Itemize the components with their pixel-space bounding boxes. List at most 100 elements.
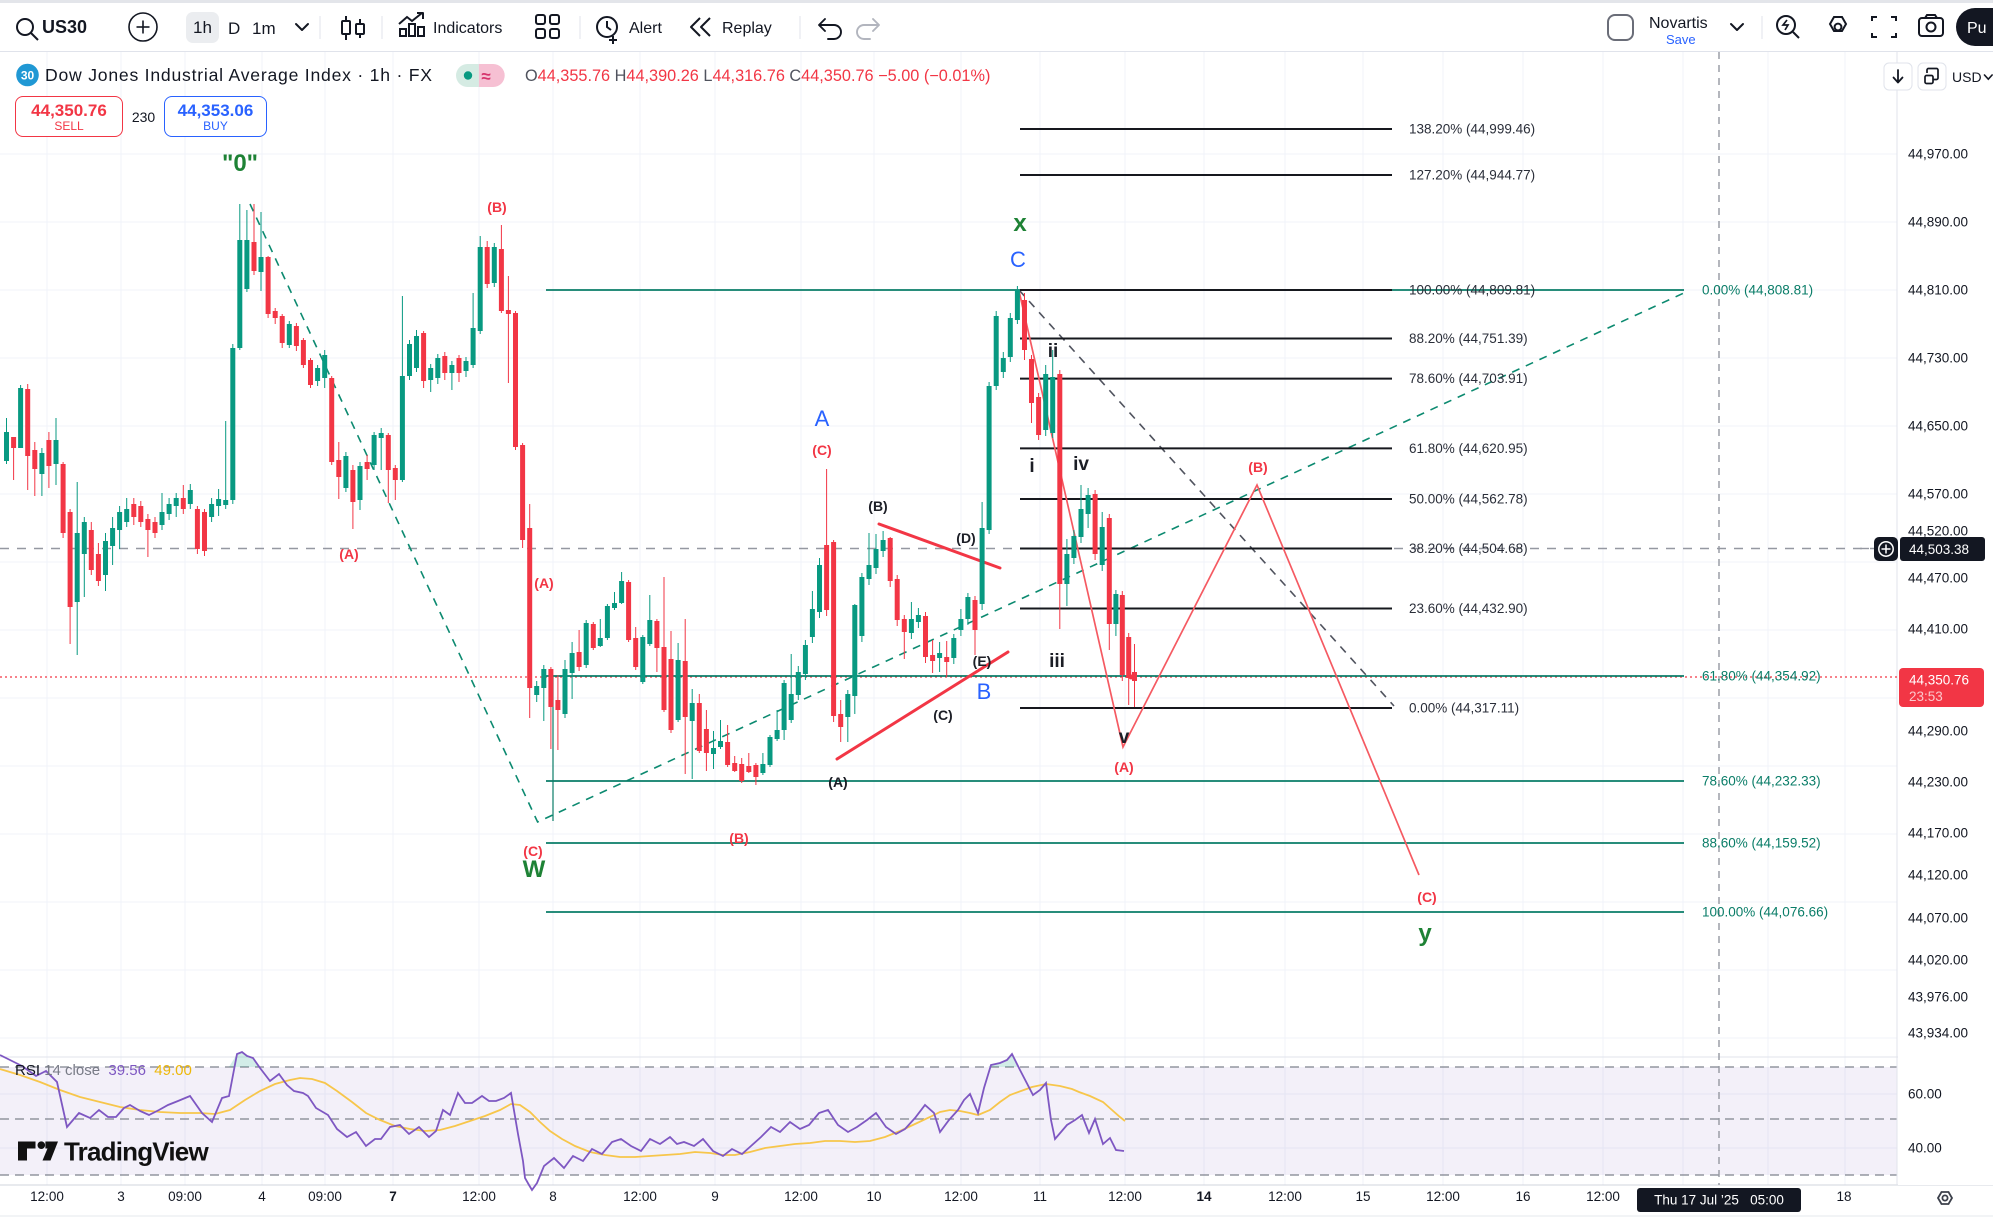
svg-text:88.20% (44,751.39): 88.20% (44,751.39): [1409, 331, 1528, 346]
svg-text:(B): (B): [729, 830, 748, 846]
svg-text:127.20% (44,944.77): 127.20% (44,944.77): [1409, 168, 1535, 183]
svg-text:11: 11: [1033, 1189, 1047, 1204]
svg-text:138.20% (44,999.46): 138.20% (44,999.46): [1409, 122, 1535, 137]
svg-text:1m: 1m: [252, 19, 276, 38]
svg-text:ii: ii: [1048, 341, 1059, 362]
svg-text:4: 4: [258, 1189, 266, 1204]
svg-text:D: D: [228, 19, 240, 38]
svg-text:44,730.00: 44,730.00: [1908, 351, 1968, 366]
svg-text:(C): (C): [812, 442, 831, 458]
svg-text:44,350.76: 44,350.76: [1909, 673, 1969, 688]
svg-text:Novartis: Novartis: [1649, 15, 1708, 32]
svg-text:44,290.00: 44,290.00: [1908, 724, 1968, 739]
svg-text:18: 18: [1836, 1189, 1851, 1204]
svg-text:(B): (B): [1248, 459, 1267, 475]
svg-text:44,810.00: 44,810.00: [1908, 283, 1968, 298]
svg-text:USD: USD: [1952, 69, 1982, 85]
svg-text:i: i: [1029, 456, 1034, 477]
svg-text:Indicators: Indicators: [433, 20, 502, 37]
svg-text:iv: iv: [1073, 454, 1089, 475]
svg-text:12:00: 12:00: [30, 1189, 64, 1204]
svg-text:12:00: 12:00: [1268, 1189, 1302, 1204]
svg-text:(E): (E): [973, 653, 992, 669]
svg-text:12:00: 12:00: [784, 1189, 818, 1204]
svg-text:v: v: [1119, 727, 1130, 748]
svg-text:iii: iii: [1049, 651, 1065, 672]
svg-text:Replay: Replay: [722, 20, 772, 37]
svg-text:(A): (A): [1114, 759, 1133, 775]
svg-text:50.00% (44,562.78): 50.00% (44,562.78): [1409, 492, 1528, 507]
svg-text:44,410.00: 44,410.00: [1908, 622, 1968, 637]
svg-text:B: B: [977, 679, 992, 704]
svg-text:12:00: 12:00: [1586, 1189, 1620, 1204]
svg-text:78.60% (44,703.91): 78.60% (44,703.91): [1409, 371, 1528, 386]
svg-text:Dow Jones Industrial Average I: Dow Jones Industrial Average Index · 1h …: [45, 65, 432, 85]
svg-text:10: 10: [866, 1189, 881, 1204]
svg-text:y: y: [1418, 920, 1432, 947]
svg-text:C: C: [1010, 247, 1026, 272]
svg-text:(C): (C): [1417, 889, 1436, 905]
svg-text:61.80% (44,354.92): 61.80% (44,354.92): [1702, 669, 1821, 684]
svg-text:44,120.00: 44,120.00: [1908, 868, 1968, 883]
svg-text:A: A: [815, 406, 830, 431]
svg-text:44,650.00: 44,650.00: [1908, 419, 1968, 434]
svg-text:12:00: 12:00: [1426, 1189, 1460, 1204]
svg-text:≈: ≈: [481, 67, 490, 86]
svg-text:23.60% (44,432.90): 23.60% (44,432.90): [1409, 601, 1528, 616]
svg-text:44,230.00: 44,230.00: [1908, 775, 1968, 790]
svg-text:(D): (D): [956, 530, 975, 546]
svg-text:(A): (A): [828, 774, 847, 790]
svg-text:12:00: 12:00: [1108, 1189, 1142, 1204]
svg-text:12:00: 12:00: [462, 1189, 496, 1204]
svg-text:O44,355.76 H44,390.26 L44,316.: O44,355.76 H44,390.26 L44,316.76 C44,350…: [525, 67, 990, 85]
svg-text:0.00% (44,317.11): 0.00% (44,317.11): [1409, 701, 1519, 716]
svg-text:15: 15: [1355, 1189, 1370, 1204]
svg-text:RSI 14 close 39.56 49.00: RSI 14 close 39.56 49.00: [15, 1062, 192, 1079]
svg-text:12:00: 12:00: [944, 1189, 978, 1204]
svg-text:Save: Save: [1666, 32, 1696, 47]
svg-text:40.00: 40.00: [1908, 1141, 1942, 1156]
svg-text:78.60% (44,232.33): 78.60% (44,232.33): [1702, 774, 1821, 789]
svg-text:(A): (A): [339, 546, 358, 562]
svg-text:100.00% (44,076.66): 100.00% (44,076.66): [1702, 905, 1828, 920]
svg-text:(C): (C): [933, 707, 952, 723]
svg-text:Alert: Alert: [629, 20, 662, 37]
svg-text:14: 14: [1196, 1189, 1212, 1204]
svg-text:(B): (B): [868, 498, 887, 514]
svg-text:61.80% (44,620.95): 61.80% (44,620.95): [1409, 441, 1528, 456]
svg-text:44,020.00: 44,020.00: [1908, 953, 1968, 968]
svg-text:43,934.00: 43,934.00: [1908, 1026, 1968, 1041]
svg-text:44,170.00: 44,170.00: [1908, 826, 1968, 841]
svg-text:TradingView: TradingView: [64, 1137, 209, 1167]
svg-text:Pu: Pu: [1967, 20, 1987, 37]
svg-text:16: 16: [1515, 1189, 1530, 1204]
svg-text:12:00: 12:00: [623, 1189, 657, 1204]
svg-text:(C): (C): [523, 843, 542, 859]
svg-text:44,890.00: 44,890.00: [1908, 215, 1968, 230]
svg-text:23:53: 23:53: [1909, 689, 1943, 704]
svg-text:30: 30: [21, 69, 35, 83]
svg-text:09:00: 09:00: [168, 1189, 202, 1204]
svg-text:3: 3: [117, 1189, 125, 1204]
svg-text:43,976.00: 43,976.00: [1908, 990, 1968, 1005]
svg-text:44,503.38: 44,503.38: [1909, 542, 1969, 557]
svg-text:"0": "0": [222, 150, 258, 177]
svg-text:8: 8: [549, 1189, 557, 1204]
svg-text:9: 9: [711, 1189, 719, 1204]
svg-text:09:00: 09:00: [308, 1189, 342, 1204]
svg-text:44,570.00: 44,570.00: [1908, 487, 1968, 502]
svg-text:44,470.00: 44,470.00: [1908, 571, 1968, 586]
svg-text:7: 7: [389, 1189, 397, 1204]
svg-text:0.00% (44,808.81): 0.00% (44,808.81): [1702, 283, 1813, 298]
svg-text:Thu 17 Jul ’25 05:00: Thu 17 Jul ’25 05:00: [1654, 1193, 1784, 1208]
svg-text:US30: US30: [42, 17, 87, 37]
svg-text:44,970.00: 44,970.00: [1908, 147, 1968, 162]
svg-text:x: x: [1013, 210, 1027, 237]
svg-text:44,070.00: 44,070.00: [1908, 911, 1968, 926]
svg-text:60.00: 60.00: [1908, 1087, 1942, 1102]
svg-text:44,520.00: 44,520.00: [1908, 524, 1968, 539]
svg-text:88.60% (44,159.52): 88.60% (44,159.52): [1702, 836, 1821, 851]
svg-text:W: W: [523, 856, 546, 883]
svg-text:(A): (A): [534, 575, 553, 591]
svg-text:100.00% (44,809.81): 100.00% (44,809.81): [1409, 283, 1535, 298]
